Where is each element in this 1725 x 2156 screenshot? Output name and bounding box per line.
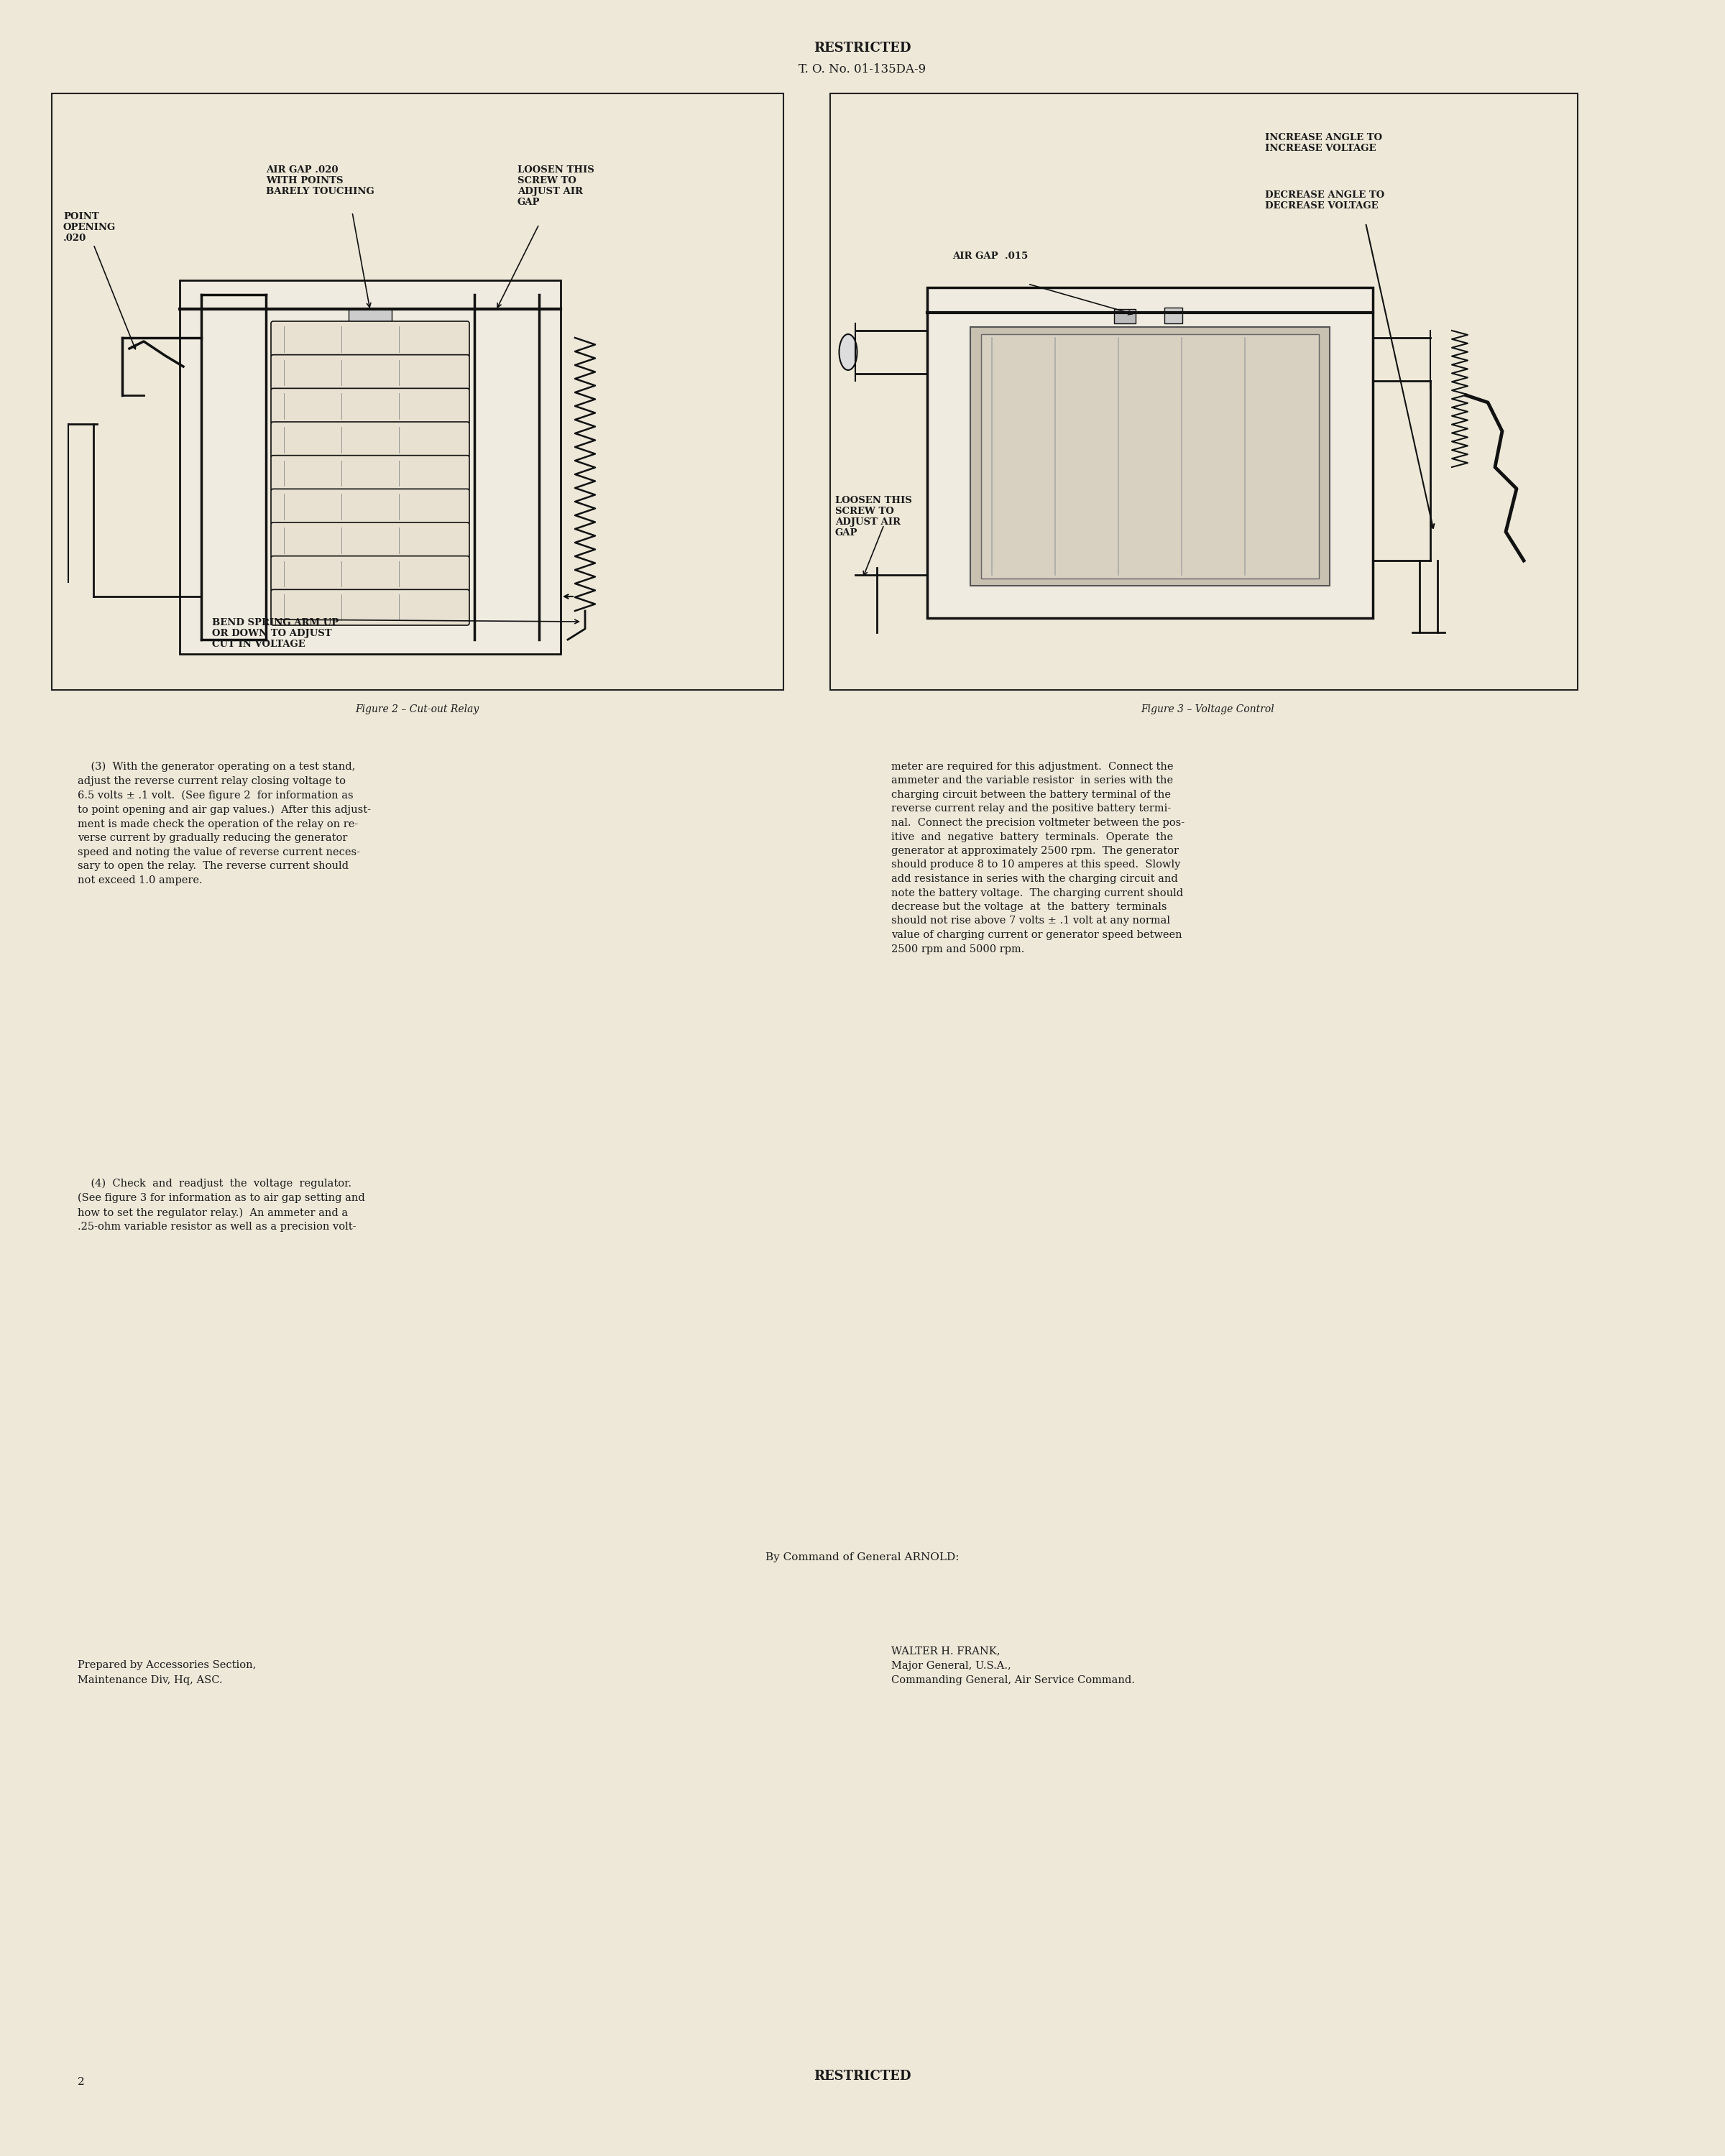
Text: WALTER H. FRANK,
Major General, U.S.A.,
Commanding General, Air Service Command.: WALTER H. FRANK, Major General, U.S.A., … [892,1645,1135,1686]
Bar [179,280,561,653]
Text: Figure 3 – Voltage Control: Figure 3 – Voltage Control [1140,705,1275,714]
Bar [969,328,1330,586]
Bar [982,334,1320,578]
Text: BEND SPRING ARM UP
OR DOWN TO ADJUST
CUT IN VOLTAGE: BEND SPRING ARM UP OR DOWN TO ADJUST CUT… [212,619,338,649]
FancyBboxPatch shape [271,388,469,425]
Text: By Command of General ARNOLD:: By Command of General ARNOLD: [766,1552,959,1563]
Bar [348,308,392,321]
Text: (4)  Check  and  readjust  the  voltage  regulator.
(See figure 3 for informatio: (4) Check and readjust the voltage regul… [78,1179,366,1231]
Bar [830,93,1578,690]
FancyBboxPatch shape [271,321,469,358]
Text: AIR GAP  .015: AIR GAP .015 [952,252,1028,261]
Text: (3)  With the generator operating on a test stand,
adjust the reverse current re: (3) With the generator operating on a te… [78,761,371,886]
Bar [1164,308,1182,323]
FancyBboxPatch shape [271,556,469,591]
FancyBboxPatch shape [271,423,469,457]
FancyBboxPatch shape [271,522,469,558]
Text: RESTRICTED: RESTRICTED [814,2070,911,2083]
FancyBboxPatch shape [271,356,469,390]
Bar [1114,308,1135,323]
Text: Prepared by Accessories Section,
Maintenance Div, Hq, ASC.: Prepared by Accessories Section, Mainten… [78,1660,255,1686]
FancyBboxPatch shape [271,589,469,625]
FancyBboxPatch shape [271,455,469,492]
Text: DECREASE ANGLE TO
DECREASE VOLTAGE: DECREASE ANGLE TO DECREASE VOLTAGE [1264,190,1385,211]
Ellipse shape [838,334,857,371]
Text: RESTRICTED: RESTRICTED [814,41,911,54]
Text: T. O. No. 01-135DA-9: T. O. No. 01-135DA-9 [799,63,926,75]
Text: LOOSEN THIS
SCREW TO
ADJUST AIR
GAP: LOOSEN THIS SCREW TO ADJUST AIR GAP [835,496,913,537]
Text: INCREASE ANGLE TO
INCREASE VOLTAGE: INCREASE ANGLE TO INCREASE VOLTAGE [1264,134,1382,153]
Text: meter are required for this adjustment.  Connect the
ammeter and the variable re: meter are required for this adjustment. … [892,761,1185,953]
Bar [52,93,783,690]
Bar [928,287,1373,619]
Text: LOOSEN THIS
SCREW TO
ADJUST AIR
GAP: LOOSEN THIS SCREW TO ADJUST AIR GAP [518,166,593,207]
Text: POINT
OPENING
.020: POINT OPENING .020 [64,211,116,244]
Text: Figure 2 – Cut-out Relay: Figure 2 – Cut-out Relay [355,705,480,714]
Text: AIR GAP .020
WITH POINTS
BARELY TOUCHING: AIR GAP .020 WITH POINTS BARELY TOUCHING [266,166,374,196]
Text: 2: 2 [78,2076,85,2087]
FancyBboxPatch shape [271,489,469,524]
